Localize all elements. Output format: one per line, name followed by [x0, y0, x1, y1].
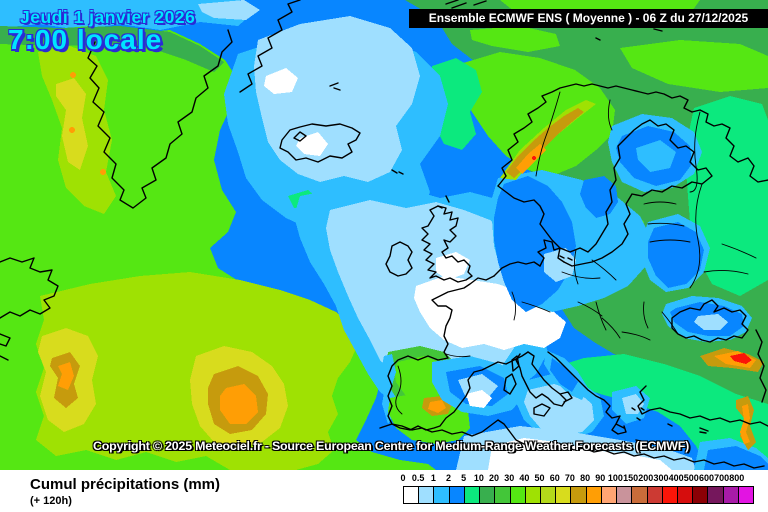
model-run-bar: Ensemble ECMWF ENS ( Moyenne ) - 06 Z du… — [409, 9, 768, 28]
legend-swatch-100 — [616, 487, 632, 503]
legend-tick-300: 300 — [653, 473, 669, 483]
legend-swatch-400 — [676, 487, 693, 503]
faroe-shetland — [391, 169, 450, 209]
legend-tick-70: 70 — [564, 473, 575, 483]
legend-tick-60: 60 — [549, 473, 560, 483]
blacksea-coastline — [671, 299, 749, 343]
legend-swatch-600 — [707, 487, 723, 503]
legend-tick-200: 200 — [638, 473, 654, 483]
legend-area: Cumul précipitations (mm) (+ 120h) 0 0.5 1… — [0, 470, 768, 512]
forecast-local-time: 7:00 locale — [8, 24, 163, 55]
caspian-coastline — [755, 329, 767, 403]
legend-tick-150: 150 — [623, 473, 639, 483]
greenland-east-coastline — [239, 0, 301, 93]
legend-swatch-10 — [479, 487, 495, 503]
baltic-coastline — [497, 119, 713, 267]
svalbard — [445, 0, 663, 41]
coastlines — [0, 0, 768, 469]
legend-tick-5: 5 — [461, 473, 467, 483]
scandinavia-coastline — [497, 83, 768, 187]
legend-tick-100: 100 — [607, 473, 623, 483]
legend-swatch-800 — [737, 487, 754, 503]
legend-tick-20: 20 — [489, 473, 500, 483]
country-borders — [395, 91, 757, 415]
northsea-coastline — [493, 261, 541, 277]
legend-tick-0: 0 — [400, 473, 406, 483]
legend-tick-90: 90 — [595, 473, 606, 483]
denmark-coastline — [537, 239, 573, 267]
legend-swatch-700 — [722, 487, 738, 503]
legend-tick-400: 400 — [668, 473, 684, 483]
legend-tick-600: 600 — [698, 473, 714, 483]
greenland-coastline — [87, 29, 233, 209]
copyright-line: Copyright © 2025 Meteociel.fr - Source E… — [93, 439, 690, 453]
legend-tick-2: 2 — [446, 473, 452, 483]
legend-forecast-range: (+ 120h) — [30, 495, 72, 507]
legend-swatch-0 — [404, 487, 419, 503]
legend-tick-30: 30 — [504, 473, 515, 483]
legend-tick-50: 50 — [534, 473, 545, 483]
uk-coastline — [421, 205, 473, 283]
jan-mayen — [329, 82, 341, 91]
forecast-date: Jeudi 1 janvier 2026 — [20, 7, 196, 27]
legend-swatch-5 — [463, 487, 480, 503]
north-africa-coastline — [379, 419, 765, 469]
legend-tick-10: 10 — [473, 473, 484, 483]
legend-swatch-300 — [661, 487, 677, 503]
legend-swatch-90 — [600, 487, 617, 503]
legend-swatch-1 — [433, 487, 449, 503]
balkans-greece-coastline — [547, 351, 673, 443]
legend-swatch-50 — [539, 487, 556, 503]
legend-swatch-2 — [448, 487, 464, 503]
legend-swatch-150 — [631, 487, 647, 503]
legend-title: Cumul précipitations (mm) — [30, 476, 221, 493]
legend-swatch-40 — [524, 487, 540, 503]
legend-swatch-500 — [692, 487, 708, 503]
legend-tick-1: 1 — [430, 473, 436, 483]
ireland-coastline — [385, 241, 413, 277]
legend-tick-40: 40 — [519, 473, 530, 483]
legend-swatch-200 — [646, 487, 662, 503]
precipitation-map-svg — [0, 0, 768, 470]
legend-swatch-20 — [494, 487, 510, 503]
precip-field — [0, 0, 768, 470]
legend-swatch-70 — [570, 487, 586, 503]
legend-swatch-30 — [509, 487, 525, 503]
newfoundland-coastline — [0, 257, 59, 361]
legend-scale-ticks: 0 0.5 1 2 5 10 20 30 40 50 60 70 80 90 100 150 200 300 400… — [400, 473, 752, 485]
legend-swatch-60 — [555, 487, 571, 503]
sicily-sardinia-corsica — [503, 355, 551, 417]
legend-scale-swatches — [403, 486, 754, 504]
legend-tick-500: 500 — [683, 473, 699, 483]
legend-tick-700: 700 — [714, 473, 730, 483]
italy-coastline — [515, 351, 573, 407]
legend-tick-800: 800 — [729, 473, 745, 483]
legend-tick-0.5: 0.5 — [411, 473, 425, 483]
legend-tick-80: 80 — [580, 473, 591, 483]
legend-swatch-80 — [585, 487, 601, 503]
legend-swatch-0.5 — [418, 487, 434, 503]
precipitation-map: Jeudi 1 janvier 2026 7:00 locale Ensembl… — [0, 0, 768, 470]
france-iberia-coastline — [387, 275, 529, 431]
turkey-coastline — [637, 385, 768, 434]
iceland-coastline — [279, 123, 361, 163]
